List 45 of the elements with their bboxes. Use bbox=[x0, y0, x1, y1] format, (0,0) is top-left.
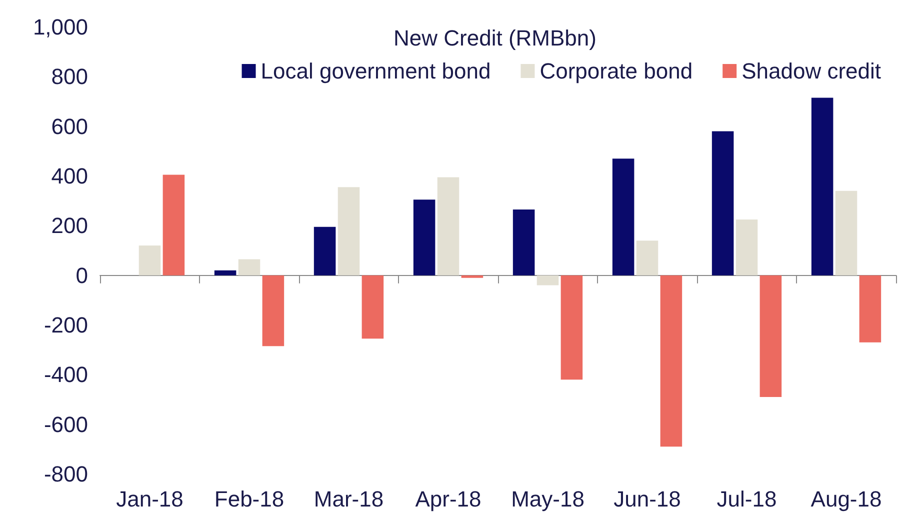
bar bbox=[461, 275, 484, 278]
x-tick-label: Feb-18 bbox=[214, 486, 284, 512]
bar bbox=[162, 174, 185, 276]
legend-label: Shadow credit bbox=[742, 58, 882, 84]
y-tick-label: -800 bbox=[44, 462, 88, 486]
bar bbox=[437, 177, 460, 276]
bar bbox=[362, 275, 384, 339]
bar bbox=[560, 275, 583, 380]
y-tick-label: 0 bbox=[76, 262, 88, 288]
y-tick-label: 400 bbox=[51, 164, 88, 188]
bar bbox=[811, 98, 834, 276]
bar bbox=[835, 190, 858, 276]
bar bbox=[736, 219, 758, 276]
bar bbox=[859, 275, 882, 342]
legend-label: Corporate bond bbox=[540, 58, 693, 84]
bar bbox=[512, 210, 535, 276]
y-tick-label: -400 bbox=[44, 362, 88, 388]
bar bbox=[760, 275, 782, 398]
bar bbox=[138, 246, 161, 276]
y-tick-label: -600 bbox=[44, 412, 88, 437]
x-tick-label: Aug-18 bbox=[810, 486, 882, 512]
bar bbox=[536, 275, 559, 286]
x-tick-label: Jan-18 bbox=[116, 486, 184, 512]
bar bbox=[660, 275, 682, 447]
x-tick-label: May-18 bbox=[511, 486, 584, 512]
y-tick-label: 1,000 bbox=[32, 14, 88, 40]
bar bbox=[612, 158, 634, 276]
bar bbox=[338, 187, 360, 276]
y-tick-label: 800 bbox=[51, 64, 88, 90]
bar bbox=[712, 131, 734, 276]
x-tick-label: Jun-18 bbox=[614, 486, 681, 512]
x-tick-label: Mar-18 bbox=[314, 486, 384, 512]
x-tick-label: Apr-18 bbox=[415, 486, 482, 512]
bar bbox=[214, 270, 236, 276]
bar bbox=[262, 275, 284, 346]
bar bbox=[238, 259, 260, 276]
legend-label: Local government bond bbox=[260, 58, 491, 84]
y-tick-label: 600 bbox=[51, 114, 88, 139]
legend-title: New Credit (RMBbn) bbox=[394, 26, 596, 50]
bar bbox=[314, 226, 336, 276]
bar bbox=[413, 200, 436, 276]
bar bbox=[636, 240, 658, 276]
y-tick-label: 200 bbox=[51, 213, 88, 238]
y-tick-label: -200 bbox=[44, 312, 88, 338]
x-tick-label: Jul-18 bbox=[716, 486, 777, 512]
